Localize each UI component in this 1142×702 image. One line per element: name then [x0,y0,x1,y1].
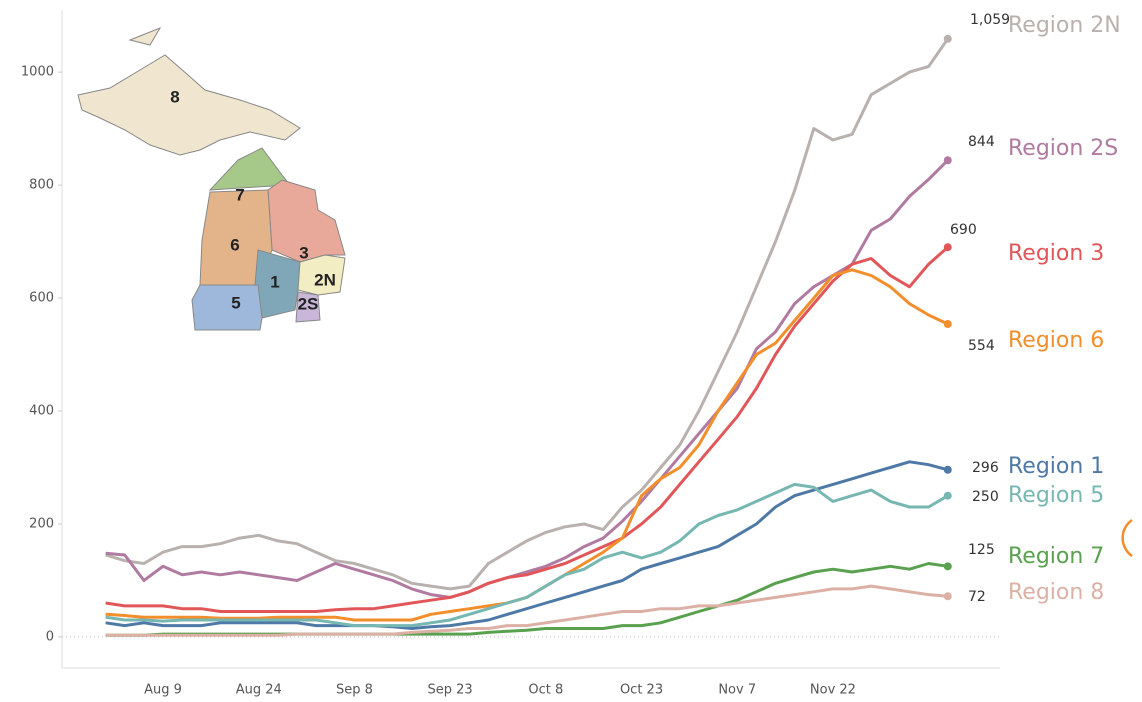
x-tick-label: Nov 22 [810,683,856,698]
series-line [105,482,949,628]
legend-label: Region 7 [1008,544,1104,569]
end-point [943,34,952,43]
map-inset [77,26,346,331]
end-value-label: 296 [972,460,999,476]
map-region-label: 3 [299,243,308,262]
end-point [943,465,952,474]
y-tick-label: 800 [29,178,54,193]
end-point [943,562,952,571]
end-value-label: 690 [950,222,977,238]
map-region-label: 7 [235,185,244,204]
end-value-label: 250 [972,489,999,505]
series-line [105,246,949,613]
map-region-label: 5 [231,293,240,312]
end-value-label: 844 [968,134,995,150]
y-tick-label: 600 [29,291,54,306]
x-tick-label: Oct 8 [528,683,563,698]
x-tick-label: Sep 8 [336,683,373,698]
series-line [105,159,949,599]
y-tick-label: 1000 [21,65,54,80]
end-point [943,156,952,165]
legend-label: Region 2N [1008,13,1121,38]
y-tick-label: 400 [29,404,54,419]
end-value-label: 72 [968,589,986,605]
series-line [105,460,949,630]
legend-label: Region 8 [1008,580,1104,605]
map-region-label: 2N [314,270,336,289]
legend-label: Region 1 [1008,454,1104,479]
map-region-label: 8 [170,87,179,106]
end-value-label: 125 [968,542,995,558]
legend-label: Region 5 [1008,483,1104,508]
highlight-circle [1121,518,1133,558]
series-line [105,584,948,637]
map-region-label: 1 [270,272,279,291]
x-tick-label: Sep 23 [428,683,473,698]
series-line [105,37,950,591]
end-value-label: 554 [968,338,995,354]
y-tick-label: 0 [46,629,54,644]
x-tick-label: Aug 24 [236,683,282,698]
end-point [943,320,952,329]
map-region-label: 2S [298,294,319,313]
end-value-label: 1,059 [970,12,1010,28]
legend-label: Region 6 [1008,328,1104,353]
end-point [943,491,952,500]
end-point [943,243,952,252]
x-tick-label: Oct 23 [620,683,663,698]
x-tick-label: Aug 9 [144,683,182,698]
map-region-label: 6 [230,235,239,254]
end-point [943,592,952,601]
x-tick-label: Nov 7 [718,683,756,698]
y-tick-label: 200 [29,516,54,531]
legend-label: Region 2S [1008,136,1118,161]
legend-label: Region 3 [1008,241,1104,266]
